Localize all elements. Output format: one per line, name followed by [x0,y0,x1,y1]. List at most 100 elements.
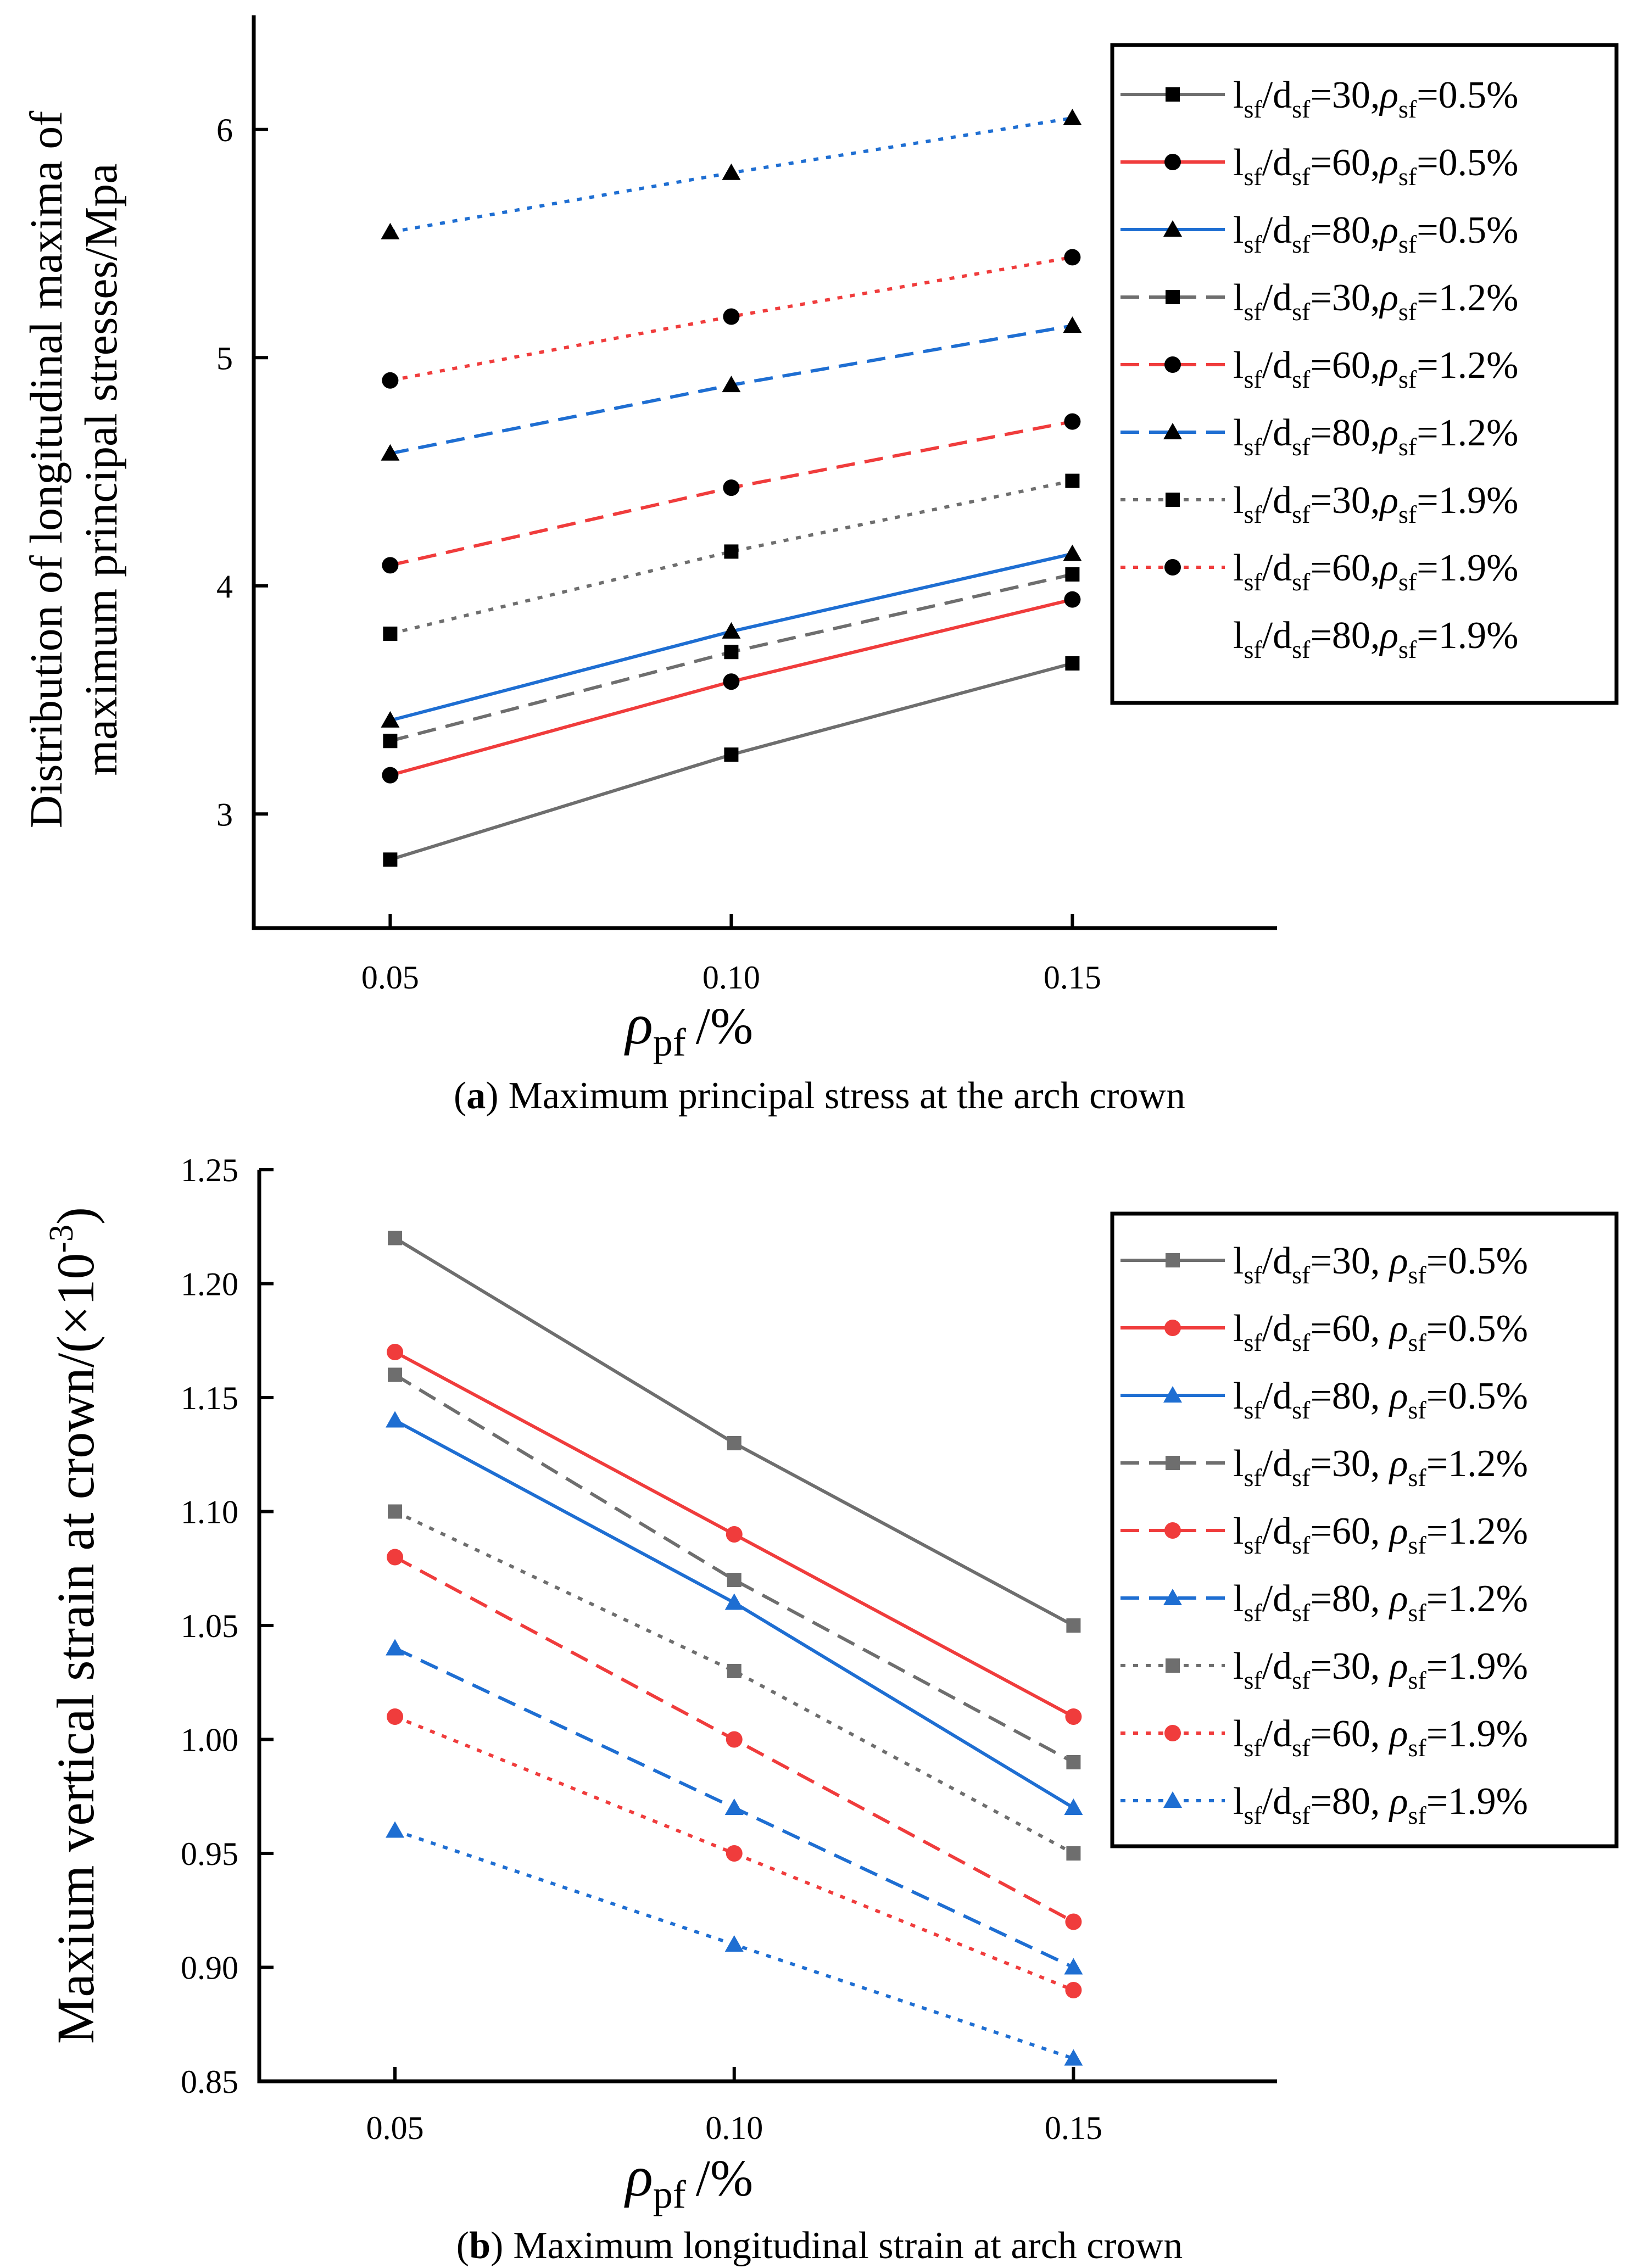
series-4 [388,1367,1081,1769]
series-3 [381,544,1082,728]
panel-a-ylabel-line-2: maximum principal stresses/Mpa [76,163,127,775]
panel-b: 0.85 0.90 0.95 1.00 1.05 1.10 1.15 1.20 1.25 0.0… [43,1152,1619,2267]
data-point [386,1411,405,1428]
legend-label: lsf/dsf=30,ρsf=1.9% [1233,479,1519,528]
legend-marker [1163,1386,1182,1403]
panel-b-ylabel: Maxium vertical strain at crown/(×10-3) [43,1207,105,2044]
y-tick-label: 3 [216,796,233,833]
series-2 [382,591,1081,784]
series-7 [388,1504,1081,1861]
legend-item: lsf/dsf=80, ρsf=1.2% [1120,1578,1528,1627]
x-tick-label: 0.15 [1044,959,1101,996]
data-point [1063,316,1082,333]
panel-a: 3 4 5 6 0.05 0.10 0.15 Distribution of longit… [21,15,1619,1117]
data-point [382,557,399,574]
legend-item: lsf/dsf=30,ρsf=0.5% [1120,74,1519,123]
y-tick-label: 1.10 [181,1494,238,1530]
data-point [1063,544,1082,561]
data-point [388,1504,403,1519]
legend-marker [1166,290,1180,304]
data-point [722,163,741,180]
data-point [388,1367,403,1382]
legend-marker [1164,1320,1181,1336]
legend-item: lsf/dsf=80,ρsf=1.9% [1233,615,1519,663]
data-point [1066,1618,1081,1633]
legend-label: lsf/dsf=80, ρsf=1.2% [1233,1578,1528,1627]
data-point [724,1935,744,1952]
y-tick-label: 4 [216,568,233,605]
y-tick-label: 1.15 [181,1380,238,1416]
legend-marker [1163,1589,1182,1605]
x-tick-label: 0.05 [361,959,419,996]
panel-b-caption: (b) Maximum longitudinal strain at arch c… [456,2225,1183,2267]
data-point [724,1593,744,1610]
data-point [383,734,398,748]
data-point [1065,1982,1082,1998]
data-point [387,1344,404,1360]
legend-label: lsf/dsf=60,ρsf=0.5% [1233,142,1519,191]
data-point [387,1549,404,1566]
legend-label: lsf/dsf=60, ρsf=1.2% [1233,1510,1528,1559]
data-point [723,673,740,690]
x-tick-label: 0.10 [703,959,760,996]
legend-item: lsf/dsf=30,ρsf=1.2% [1120,277,1519,326]
data-point [1064,413,1081,430]
legend-marker [1163,1791,1182,1808]
legend-item: lsf/dsf=80, ρsf=0.5% [1120,1375,1528,1424]
legend-marker [1164,1522,1181,1539]
legend-item: lsf/dsf=80,ρsf=1.2% [1120,412,1519,461]
series-6 [381,316,1082,461]
series-9 [386,1821,1083,2066]
data-point [1066,1846,1081,1861]
series-line [394,1418,1074,1809]
data-point [382,372,399,389]
series-line [389,116,1073,234]
data-point [1064,1958,1083,1975]
series-2 [387,1344,1082,1725]
data-point [724,645,739,660]
series-5 [382,413,1081,574]
panel-b-y-ticks: 0.85 0.90 0.95 1.00 1.05 1.10 1.15 1.20 1.25 [181,1152,274,2100]
x-tick-label: 0.15 [1045,2110,1102,2146]
y-tick-label: 0.85 [181,2064,238,2100]
legend-marker [1164,154,1181,170]
data-point [1065,1913,1082,1930]
panel-a-x-ticks: 0.05 0.10 0.15 [361,914,1101,996]
panel-a-legend-box [1110,43,1619,705]
legend-marker [1163,220,1182,237]
data-point [722,622,741,639]
legend-label: lsf/dsf=30, ρsf=1.2% [1233,1443,1528,1491]
data-point [1065,567,1080,582]
panel-b-x-ticks: 0.05 0.10 0.15 [366,2067,1102,2146]
x-tick-label: 0.10 [705,2110,763,2146]
data-point [723,308,740,325]
panel-b-marks [386,1231,1083,2066]
series-5 [387,1549,1082,1930]
panel-a-caption: (a) Maximum principal stress at the arch … [454,1075,1185,1117]
legend-marker [1164,1725,1181,1741]
legend-marker [1166,1253,1180,1267]
panel-a-legend: lsf/dsf=30,ρsf=0.5% lsf/dsf=60,ρsf=0.5% ls… [1120,74,1519,663]
data-point [381,711,400,728]
panel-a-xlabel: ρpf/% [624,993,753,1064]
y-tick-label: 6 [216,112,233,148]
legend-label: lsf/dsf=60,ρsf=1.2% [1233,344,1519,393]
legend-item: lsf/dsf=60,ρsf=1.2% [1120,344,1519,393]
legend-label: lsf/dsf=60, ρsf=0.5% [1233,1308,1528,1356]
series-8 [387,1708,1082,1998]
y-tick-label: 1.25 [181,1152,238,1188]
data-point [388,1231,403,1245]
legend-item: lsf/dsf=60, ρsf=1.9% [1120,1713,1528,1762]
data-point [722,376,741,393]
data-point [386,1821,405,1838]
data-point [723,479,740,496]
data-point [1064,591,1081,608]
data-point [383,852,398,867]
data-point [383,627,398,641]
data-point [724,544,739,559]
legend-label: lsf/dsf=60,ρsf=1.9% [1233,547,1519,596]
series-3 [386,1411,1083,1815]
legend-item: lsf/dsf=30,ρsf=1.9% [1120,479,1519,528]
data-point [726,1526,743,1543]
